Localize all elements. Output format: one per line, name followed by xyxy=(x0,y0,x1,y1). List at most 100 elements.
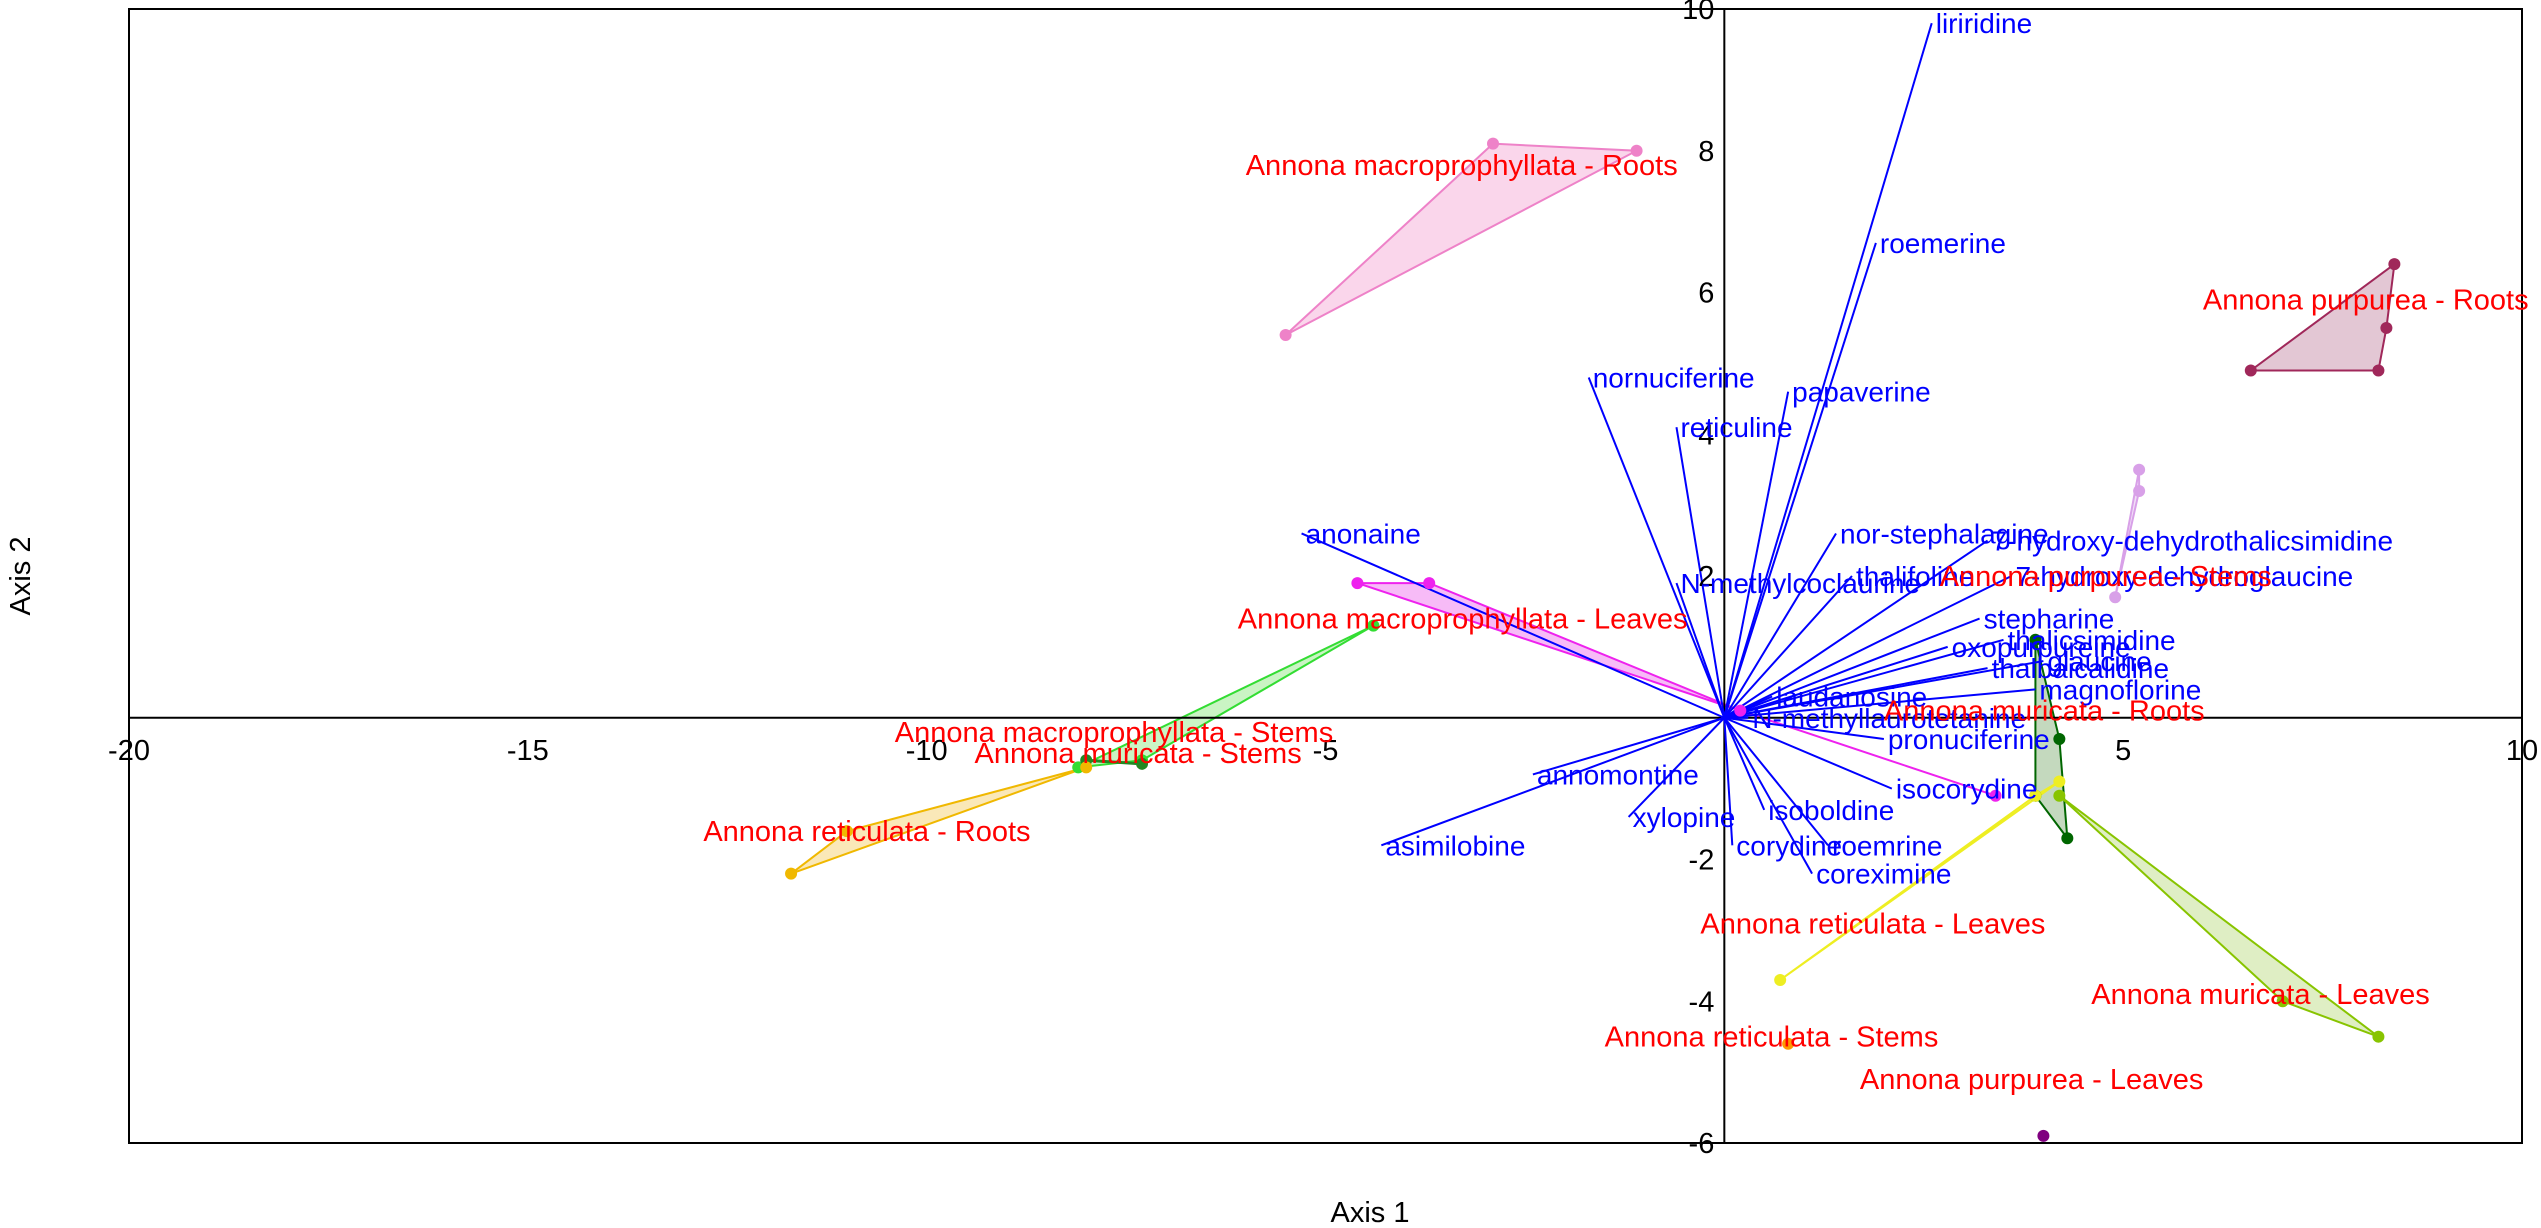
vector-isoboldine xyxy=(1723,717,1766,811)
axes xyxy=(129,9,2522,1143)
vector-xylopine xyxy=(1627,717,1726,818)
vector-laudanosine xyxy=(1723,695,1773,719)
group-label-annona-macroprophyllata-stems: Annona macroprophyllata - Stems xyxy=(895,717,1333,749)
x-tick-label: -15 xyxy=(507,735,549,767)
loading-vectors xyxy=(1301,22,2044,875)
y-tick-label: -4 xyxy=(1689,986,1715,1018)
point-annona-macroprophyllata-leaves xyxy=(1351,577,1364,590)
y-tick-label: 8 xyxy=(1698,136,1714,168)
point-annona-reticulata-leaves xyxy=(1774,973,1787,986)
point-annona-macroprophyllata-roots xyxy=(1630,144,1643,157)
vector-annomontine xyxy=(1532,716,1725,776)
vector-thalifoline xyxy=(1723,575,1853,719)
point-annona-muricata-leaves xyxy=(2276,995,2289,1008)
point-annona-macroprophyllata-leaves xyxy=(1989,789,2002,802)
point-annona-macroprophyllata-leaves xyxy=(1734,704,1747,717)
point-annona-purpurea-stems xyxy=(2133,484,2146,497)
point-annona-purpurea-stems xyxy=(2109,591,2122,604)
group-label-annona-macroprophyllata-roots: Annona macroprophyllata - Roots xyxy=(1246,150,1678,182)
vector-label-xylopine: xylopine xyxy=(1633,802,1736,833)
vector-7-hydroxy-dehydroglaucine xyxy=(1723,575,2012,719)
vector-nornuciferine xyxy=(1587,377,1726,719)
point-annona-reticulata-roots xyxy=(840,825,853,838)
plot-frame xyxy=(128,8,2523,1144)
vector-label-liriridine: liriridine xyxy=(1936,8,2032,39)
vector-label-asimilobine: asimilobine xyxy=(1385,830,1525,861)
point-annona-reticulata-stems xyxy=(1782,1037,1795,1050)
vector-pronuciferine xyxy=(1724,716,1884,741)
vector-label-isoboldine: isoboldine xyxy=(1768,795,1894,826)
vector-thalicsimidine xyxy=(1724,638,2004,719)
y-tick-label: 10 xyxy=(1682,0,1714,26)
vector-roemrine xyxy=(1723,717,1829,846)
x-tick-label: 10 xyxy=(2506,735,2538,767)
vector-label-laudanosine: laudanosine xyxy=(1776,681,1927,712)
hull-annona-purpurea-stems xyxy=(2114,469,2141,598)
group-label-annona-muricata-leaves: Annona muricata - Leaves xyxy=(2091,979,2430,1011)
group-hulls xyxy=(790,142,2396,1038)
vector-oxopurpureine xyxy=(1724,645,1948,719)
x-tick-label: -20 xyxy=(108,735,150,767)
vector-n-methylcoclaurine xyxy=(1675,582,1726,719)
vector-thalbaicalidine xyxy=(1724,667,1988,719)
vector-label-7-hydroxy-dehydrothalicsimidine: 7-hydroxy-dehydrothalicsimidine xyxy=(1992,526,2394,557)
vector-stepharine xyxy=(1723,617,1980,719)
point-annona-purpurea-roots xyxy=(2388,258,2401,271)
vector-7-hydroxy-dehydrothalicsimidine xyxy=(1723,539,1989,719)
point-annona-purpurea-stems xyxy=(2133,463,2146,476)
vector-papaverine xyxy=(1723,391,1790,718)
vector-isocorydine xyxy=(1723,716,1893,790)
vector-label-coreximine: coreximine xyxy=(1816,859,1951,890)
vector-roemerine xyxy=(1723,242,1877,719)
vector-label-thalifoline: thalifoline xyxy=(1856,561,1974,592)
hull-annona-macroprophyllata-roots xyxy=(1284,142,1641,336)
hull-annona-reticulata-leaves xyxy=(1779,780,2060,981)
point-annona-macroprophyllata-leaves xyxy=(1423,577,1436,590)
vector-label-7-hydroxy-dehydroglaucine: 7-hydroxy-dehydroglaucine xyxy=(2015,561,2353,592)
point-annona-macroprophyllata-stems xyxy=(1367,619,1380,632)
point-annona-reticulata-leaves xyxy=(2029,789,2042,802)
vector-label-pronuciferine: pronuciferine xyxy=(1888,724,2050,755)
x-tick-label: 5 xyxy=(2115,735,2131,767)
vector-magnoflorine xyxy=(1724,688,2036,719)
point-annona-reticulata-roots xyxy=(1080,761,1093,774)
vector-coreximine xyxy=(1723,717,1813,875)
vector-label-anonaine: anonaine xyxy=(1306,518,1421,549)
vector-label-nor-stephalagine: nor-stephalagine xyxy=(1840,518,2049,549)
point-annona-purpurea-roots xyxy=(2380,321,2393,334)
point-annona-purpurea-leaves xyxy=(2037,1129,2050,1142)
vector-label-thalbaicalidine: thalbaicalidine xyxy=(1992,653,2169,684)
vector-label-isocorydine: isocorydine xyxy=(1896,774,2038,805)
point-annona-muricata-roots xyxy=(2029,633,2042,646)
vector-label-stepharine: stepharine xyxy=(1984,604,2115,635)
vector-label-thalicsimidine: thalicsimidine xyxy=(2008,625,2176,656)
y-tick-label: 2 xyxy=(1698,561,1714,593)
group-label-annona-muricata-roots: Annona muricata - Roots xyxy=(1884,696,2205,728)
hull-annona-muricata-leaves xyxy=(2058,794,2380,1038)
y-axis-title: Axis 2 xyxy=(5,537,37,616)
group-label-annona-purpurea-stems: Annona purpurea - Stems xyxy=(1940,561,2272,593)
vector-liriridine xyxy=(1723,22,1933,719)
group-label-annona-macroprophyllata-leaves: Annona macroprophyllata - Leaves xyxy=(1238,604,1688,636)
vector-corydine xyxy=(1723,717,1734,846)
group-label-annona-reticulata-leaves: Annona reticulata - Leaves xyxy=(1700,908,2045,940)
group-label-annona-purpurea-leaves: Annona purpurea - Leaves xyxy=(1860,1064,2203,1096)
hull-annona-muricata-stems xyxy=(1086,758,1143,766)
vector-label-n-methyllaurotetanine: N-methyllaurotetanine xyxy=(1752,703,2026,734)
point-annona-macroprophyllata-roots xyxy=(1487,137,1500,150)
y-tick-label: -2 xyxy=(1689,845,1715,877)
x-axis-title: Axis 1 xyxy=(1331,1197,1410,1228)
x-tick-label: -10 xyxy=(906,735,948,767)
group-label-annona-muricata-stems: Annona muricata - Stems xyxy=(975,738,1302,770)
vector-label-n-methylcoclaurine: N-methylcoclaurine xyxy=(1680,568,1920,599)
labels: liriridine roemerine nornuciferine papaveri… xyxy=(703,8,2528,1096)
point-annona-muricata-leaves xyxy=(2372,1030,2385,1043)
vector-label-annomontine: annomontine xyxy=(1537,759,1699,790)
vector-label-magnoflorine: magnoflorine xyxy=(2039,674,2201,705)
group-label-annona-purpurea-roots: Annona purpurea - Roots xyxy=(2203,285,2529,317)
point-annona-reticulata-roots xyxy=(785,867,798,880)
point-annona-purpurea-roots xyxy=(2244,364,2257,377)
point-annona-macroprophyllata-roots xyxy=(1279,329,1292,342)
point-annona-muricata-leaves xyxy=(2053,789,2066,802)
